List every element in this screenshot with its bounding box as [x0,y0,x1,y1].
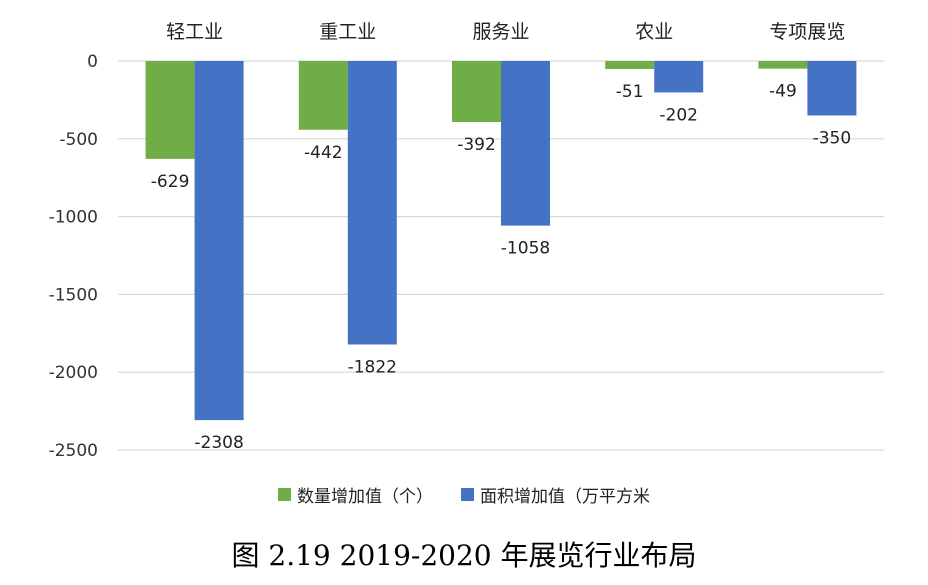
bar-count [298,61,348,130]
bar-area [347,61,397,345]
bar-count [452,61,501,122]
bar-chart: 0 -500 -1000 -1500 -2000 -2500 轻工业 -629 -2308 重工业… [49,21,884,461]
bar-count [605,61,655,69]
category-label: 服务业 [472,21,529,43]
y-tick-label: -2500 [49,441,98,461]
bar-count [145,61,195,159]
y-tick-label: -1500 [49,285,98,305]
bar-area [807,61,857,116]
data-label: -2308 [194,433,243,453]
bar-area [501,61,550,226]
legend-item-area: 面积增加值（万平方米 [461,482,650,507]
data-label: -1058 [501,239,550,259]
y-tick-label: -1000 [49,208,98,228]
legend-swatch-count [278,488,291,501]
data-label: -442 [304,143,343,163]
legend: 数量增加值（个） 面积增加值（万平方米 [0,482,928,507]
legend-swatch-area [461,488,474,501]
data-label: -51 [616,82,644,102]
data-label: -350 [813,128,852,148]
data-label: -49 [769,82,797,102]
category-label: 农业 [635,21,673,43]
data-label: -392 [457,135,496,155]
category-label: 专项展览 [769,21,845,43]
category-label: 轻工业 [166,21,223,43]
legend-label-area: 面积增加值（万平方米 [480,487,650,507]
bar-area [654,61,704,93]
y-tick-label: -500 [59,130,98,150]
figure-caption: 图 2.19 2019-2020 年展览行业布局 [231,539,697,572]
legend-label-count: 数量增加值（个） [297,487,433,507]
data-label: -1822 [348,358,397,378]
data-label: -202 [659,105,698,125]
legend-item-count: 数量增加值（个） [278,482,433,507]
bar-count [758,61,808,69]
bar-area [194,61,244,421]
y-tick-label: -2000 [49,363,98,383]
data-label: -629 [151,172,190,192]
category-label: 重工业 [319,21,376,43]
y-tick-label: 0 [87,52,98,72]
